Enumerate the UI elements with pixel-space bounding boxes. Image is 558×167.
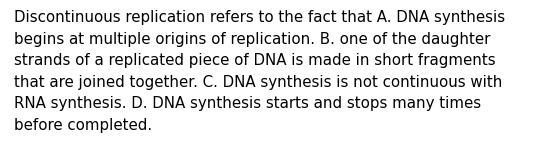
Text: Discontinuous replication refers to the fact that A. DNA synthesis
begins at mul: Discontinuous replication refers to the … [14, 10, 505, 133]
